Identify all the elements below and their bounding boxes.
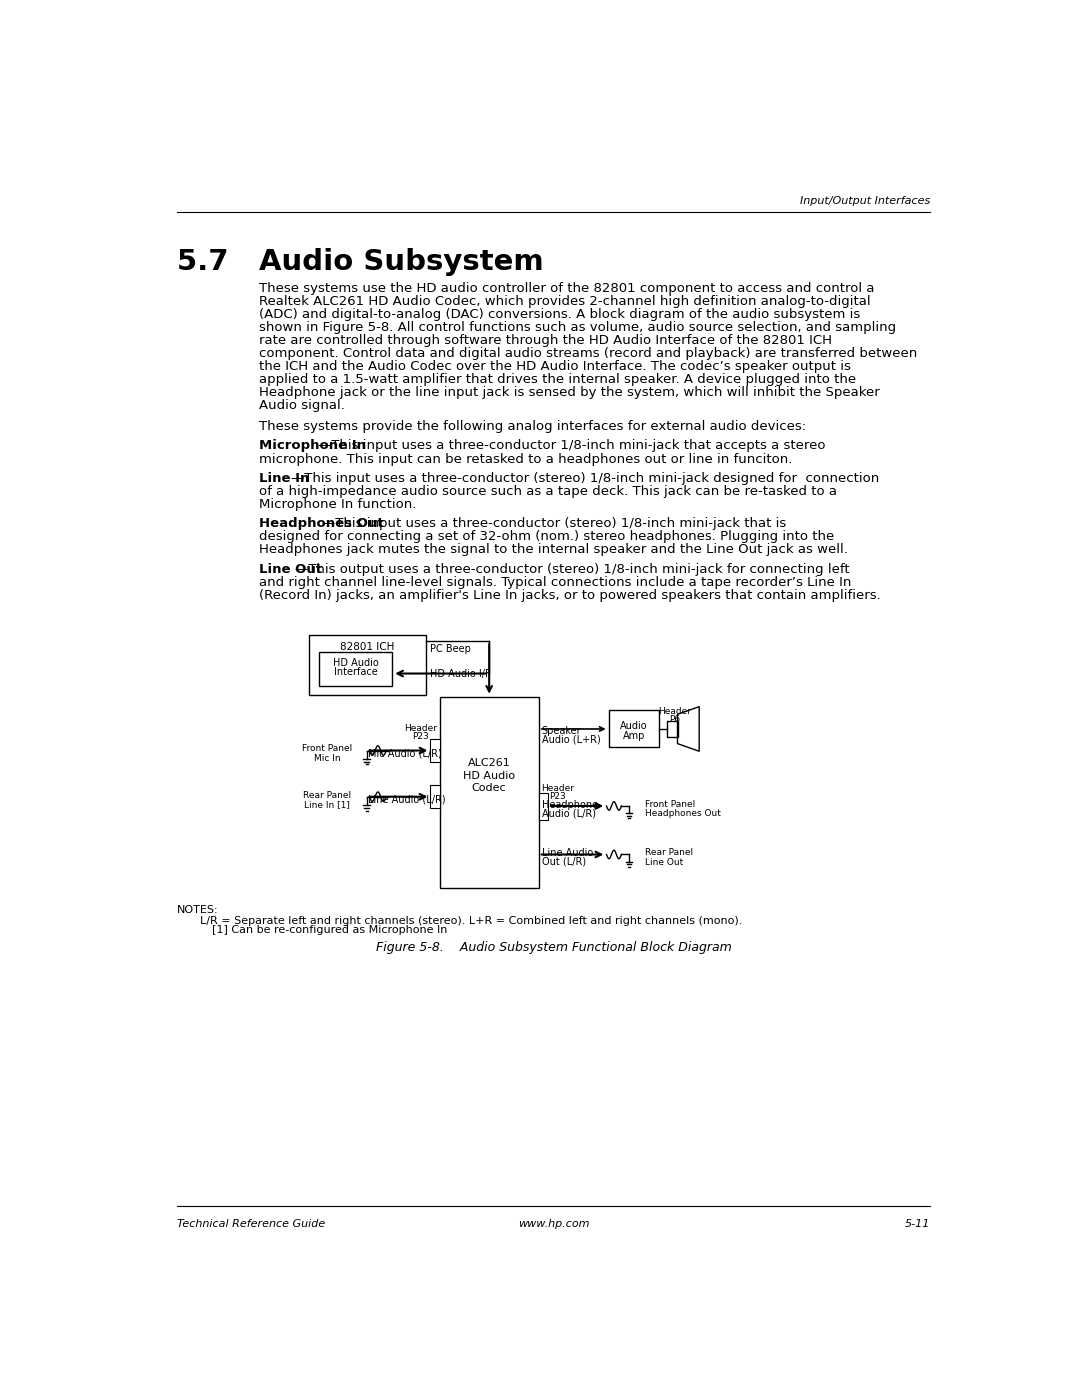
Text: Mic Audio (L/R): Mic Audio (L/R) xyxy=(368,749,442,759)
Text: designed for connecting a set of 32-ohm (nom.) stereo headphones. Plugging into : designed for connecting a set of 32-ohm … xyxy=(259,531,834,543)
Text: Input/Output Interfaces: Input/Output Interfaces xyxy=(800,196,930,205)
Text: P23: P23 xyxy=(549,792,566,800)
Text: NOTES:: NOTES: xyxy=(177,905,218,915)
Text: component. Control data and digital audio streams (record and playback) are tran: component. Control data and digital audi… xyxy=(259,346,917,360)
Text: Figure 5-8.    Audio Subsystem Functional Block Diagram: Figure 5-8. Audio Subsystem Functional B… xyxy=(376,942,731,954)
Text: Line Audio (L/R): Line Audio (L/R) xyxy=(368,795,446,805)
Text: 82801 ICH: 82801 ICH xyxy=(340,643,394,652)
Text: Rear Panel: Rear Panel xyxy=(645,848,693,858)
Text: Audio (L/R): Audio (L/R) xyxy=(542,809,596,819)
Text: Header: Header xyxy=(541,784,573,792)
Text: Headphone jack or the line input jack is sensed by the system, which will inhibi: Headphone jack or the line input jack is… xyxy=(259,387,880,400)
Text: the ICH and the Audio Codec over the HD Audio Interface. The codec’s speaker out: the ICH and the Audio Codec over the HD … xyxy=(259,360,851,373)
Text: [1] Can be re-configured as Microphone In: [1] Can be re-configured as Microphone I… xyxy=(212,925,447,936)
Text: Microphone In: Microphone In xyxy=(259,440,366,453)
Text: Headphones Out: Headphones Out xyxy=(259,517,383,531)
Text: HD Audio: HD Audio xyxy=(463,771,515,781)
Bar xyxy=(539,793,548,820)
Text: 5.7   Audio Subsystem: 5.7 Audio Subsystem xyxy=(177,249,543,277)
Bar xyxy=(430,785,440,809)
Text: 5-11: 5-11 xyxy=(905,1220,930,1229)
Text: Mic In: Mic In xyxy=(314,753,340,763)
Bar xyxy=(430,739,440,763)
Text: HD Audio: HD Audio xyxy=(333,658,378,668)
Text: Interface: Interface xyxy=(334,668,377,678)
Text: Codec: Codec xyxy=(472,782,507,793)
Text: These systems provide the following analog interfaces for external audio devices: These systems provide the following anal… xyxy=(259,420,806,433)
Bar xyxy=(608,711,659,747)
Text: (Record In) jacks, an amplifier's Line In jacks, or to powered speakers that con: (Record In) jacks, an amplifier's Line I… xyxy=(259,588,881,602)
Text: Speaker: Speaker xyxy=(542,726,581,736)
Bar xyxy=(309,636,426,696)
Text: —This output uses a three-conductor (stereo) 1/8-inch mini-jack for connecting l: —This output uses a three-conductor (ste… xyxy=(295,563,850,576)
Text: Rear Panel: Rear Panel xyxy=(303,791,351,799)
Text: shown in Figure 5-8. All control functions such as volume, audio source selectio: shown in Figure 5-8. All control functio… xyxy=(259,321,896,334)
Text: of a high-impedance audio source such as a tape deck. This jack can be re-tasked: of a high-impedance audio source such as… xyxy=(259,485,837,497)
Text: applied to a 1.5-watt amplifier that drives the internal speaker. A device plugg: applied to a 1.5-watt amplifier that dri… xyxy=(259,373,856,386)
Text: P23: P23 xyxy=(413,732,430,740)
Bar xyxy=(666,721,677,738)
Text: Header: Header xyxy=(405,724,437,732)
Text: Out (L/R): Out (L/R) xyxy=(542,856,586,866)
Text: Line In: Line In xyxy=(259,472,309,485)
Text: Audio: Audio xyxy=(620,721,648,731)
Bar xyxy=(440,697,539,887)
Text: (ADC) and digital-to-analog (DAC) conversions. A block diagram of the audio subs: (ADC) and digital-to-analog (DAC) conver… xyxy=(259,307,861,321)
Text: Audio (L+R): Audio (L+R) xyxy=(542,735,600,745)
Text: Line In [1]: Line In [1] xyxy=(305,800,350,809)
Text: rate are controlled through software through the HD Audio Interface of the 82801: rate are controlled through software thr… xyxy=(259,334,832,346)
Text: Front Panel: Front Panel xyxy=(645,800,696,809)
Text: Line Out: Line Out xyxy=(645,858,684,866)
Text: and right channel line-level signals. Typical connections include a tape recorde: and right channel line-level signals. Ty… xyxy=(259,576,851,588)
Text: microphone. This input can be retasked to a headphones out or line in funciton.: microphone. This input can be retasked t… xyxy=(259,453,793,465)
Text: Technical Reference Guide: Technical Reference Guide xyxy=(177,1220,325,1229)
Text: Front Panel: Front Panel xyxy=(302,745,352,753)
Text: —This input uses a three-conductor (stereo) 1/8-inch mini-jack designed for  con: —This input uses a three-conductor (ster… xyxy=(291,472,879,485)
Text: HD Audio I/F: HD Audio I/F xyxy=(430,669,490,679)
Text: ALC261: ALC261 xyxy=(468,759,511,768)
Text: Microphone In function.: Microphone In function. xyxy=(259,497,417,511)
Text: Line Out: Line Out xyxy=(259,563,322,576)
Text: Audio signal.: Audio signal. xyxy=(259,400,345,412)
Text: L/R = Separate left and right channels (stereo). L+R = Combined left and right c: L/R = Separate left and right channels (… xyxy=(200,916,742,926)
Text: Headphones Out: Headphones Out xyxy=(645,809,720,819)
Text: Line Audio: Line Audio xyxy=(542,848,593,858)
Text: P6: P6 xyxy=(669,715,680,724)
Text: —This input uses a three-conductor (stereo) 1/8-inch mini-jack that is: —This input uses a three-conductor (ster… xyxy=(323,517,786,531)
Text: www.hp.com: www.hp.com xyxy=(517,1220,590,1229)
Text: Amp: Amp xyxy=(622,731,645,740)
Text: PC Beep: PC Beep xyxy=(430,644,471,654)
Text: Headphone: Headphone xyxy=(542,800,598,810)
Text: Realtek ALC261 HD Audio Codec, which provides 2-channel high definition analog-t: Realtek ALC261 HD Audio Codec, which pro… xyxy=(259,295,870,307)
Text: These systems use the HD audio controller of the 82801 component to access and c: These systems use the HD audio controlle… xyxy=(259,282,875,295)
Bar xyxy=(319,652,392,686)
Text: Header: Header xyxy=(658,707,691,715)
Text: —This input uses a three-conductor 1/8-inch mini-jack that accepts a stereo: —This input uses a three-conductor 1/8-i… xyxy=(318,440,825,453)
Text: Headphones jack mutes the signal to the internal speaker and the Line Out jack a: Headphones jack mutes the signal to the … xyxy=(259,543,848,556)
